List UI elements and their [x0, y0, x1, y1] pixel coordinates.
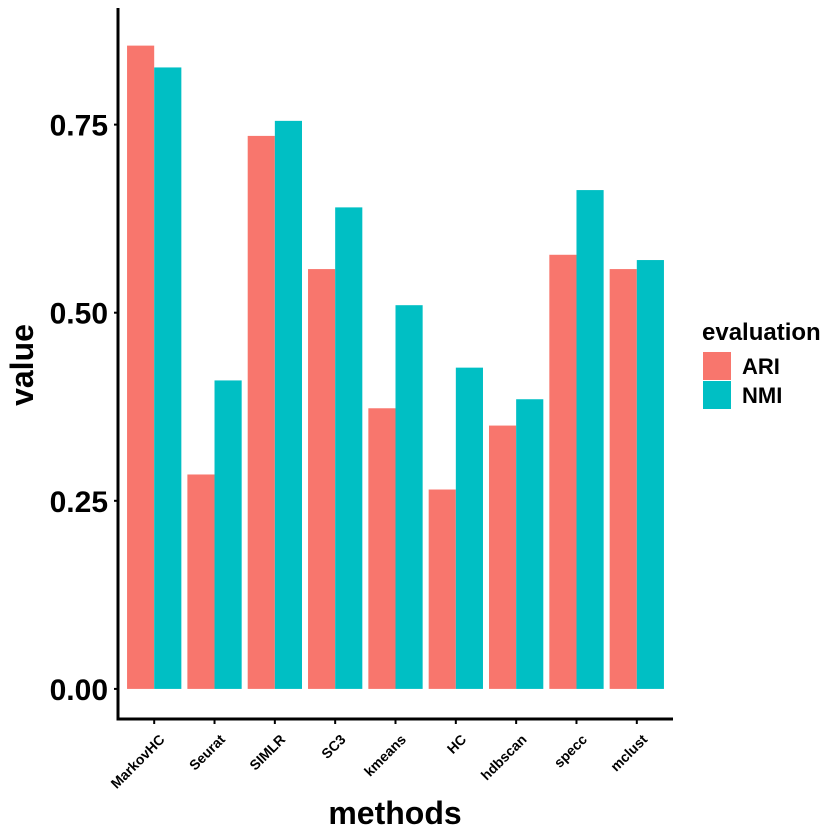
legend-title: evaluation	[702, 319, 821, 346]
bar-ari-hc	[428, 489, 456, 689]
legend-label-nmi: NMI	[742, 383, 782, 408]
bar-ari-simlr	[247, 135, 275, 689]
bar-ari-specc	[549, 254, 577, 689]
x-axis-ticks: MarkovHC Seurat SIMLR SC3 kmeans HC hdbscan spe…	[107, 719, 651, 791]
bar-ari-seurat	[187, 474, 215, 689]
x-tick-label: HC	[444, 731, 470, 757]
bar-ari-kmeans	[368, 408, 396, 689]
y-tick-label: 0.25	[50, 486, 108, 519]
legend-label-ari: ARI	[742, 354, 780, 379]
bar-nmi-specc	[576, 190, 604, 689]
bar-nmi-hdbscan	[516, 399, 544, 689]
bar-ari-mclust	[609, 269, 637, 689]
x-axis-title: methods	[328, 795, 461, 831]
bar-nmi-kmeans	[395, 305, 423, 689]
y-axis-title: value	[4, 324, 40, 406]
x-tick-label: SC3	[318, 731, 349, 762]
bar-ari-markovhc	[127, 45, 155, 689]
x-tick-label: kmeans	[361, 731, 409, 779]
x-tick-label: Seurat	[186, 731, 228, 773]
legend: ARI NMI	[703, 352, 782, 409]
bar-ari-sc3	[308, 269, 336, 689]
x-tick-label: specc	[551, 731, 591, 771]
y-tick-label: 0.75	[50, 110, 108, 143]
x-tick-label: MarkovHC	[107, 731, 167, 791]
x-tick-label: mclust	[607, 731, 650, 774]
bar-nmi-markovhc	[154, 67, 182, 689]
bar-nmi-mclust	[636, 260, 664, 689]
bar-nmi-hc	[455, 367, 483, 689]
bar-ari-hdbscan	[489, 425, 517, 689]
y-tick-label: 0.00	[50, 674, 108, 707]
x-tick-label: hdbscan	[478, 731, 530, 783]
y-tick-label: 0.50	[50, 298, 108, 331]
legend-key-ari	[703, 352, 731, 380]
bar-nmi-sc3	[335, 207, 363, 689]
bar-nmi-simlr	[274, 120, 302, 689]
y-axis-ticks: 0.00 0.25 0.50 0.75	[50, 110, 118, 707]
bars-layer	[127, 45, 664, 689]
x-tick-label: SIMLR	[246, 731, 288, 773]
legend-key-nmi	[703, 381, 731, 409]
bar-nmi-seurat	[214, 380, 242, 689]
